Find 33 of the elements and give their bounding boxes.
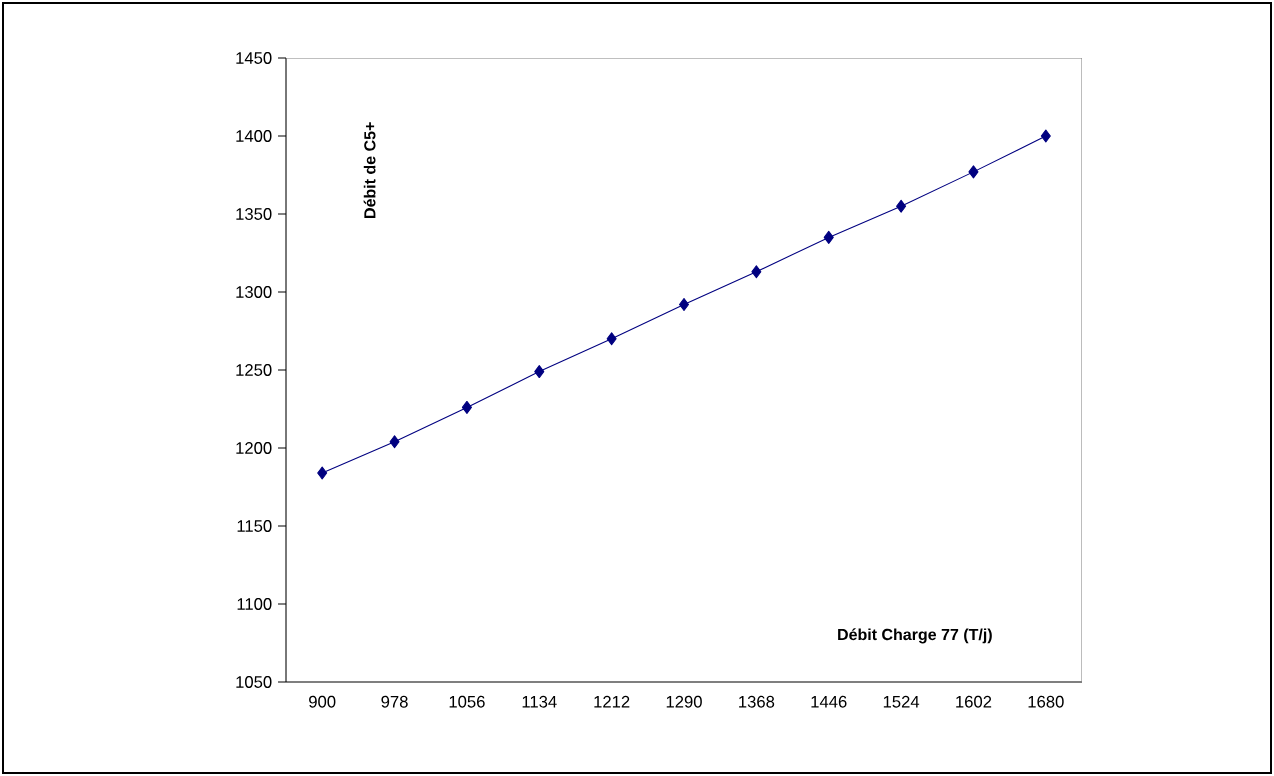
point [896, 199, 907, 213]
y-tick-label: 1300 [236, 286, 272, 298]
x-tick-label: 1056 [449, 695, 485, 708]
point [1040, 129, 1051, 143]
y-tick-label: 1050 [236, 676, 272, 688]
point [823, 230, 834, 244]
point [606, 332, 617, 346]
x-tick-label: 1290 [666, 695, 702, 708]
x-tick-label: 978 [381, 695, 408, 708]
point [389, 435, 400, 449]
point [534, 365, 545, 379]
point [317, 466, 328, 480]
y-tick-label: 1250 [236, 364, 272, 376]
y-tick-label: 1100 [237, 598, 272, 610]
point [968, 165, 979, 179]
x-tick-label: 1524 [883, 695, 920, 708]
x-tick-label: 900 [309, 695, 336, 708]
x-tick-label: 1212 [594, 695, 630, 708]
x-tick-label: 1134 [522, 695, 557, 708]
y-tick-label: 1150 [237, 520, 272, 532]
x-tick-label: 1680 [1028, 695, 1064, 708]
point [751, 265, 762, 279]
x-tick-label: 1368 [739, 695, 775, 708]
x-tick-label: 1602 [956, 695, 992, 708]
x-tick-label: 1446 [811, 695, 847, 708]
y-tick-label: 1200 [236, 442, 272, 454]
x-axis-title: Débit Charge 77 (T/j) [838, 628, 992, 644]
y-tick-label: 1350 [236, 208, 272, 220]
y-tick-label: 1450 [236, 52, 272, 64]
point [678, 297, 690, 312]
y-tick-label: 1400 [236, 130, 272, 142]
y-axis-title: Débit de C5+ [363, 122, 376, 218]
point [461, 400, 472, 414]
